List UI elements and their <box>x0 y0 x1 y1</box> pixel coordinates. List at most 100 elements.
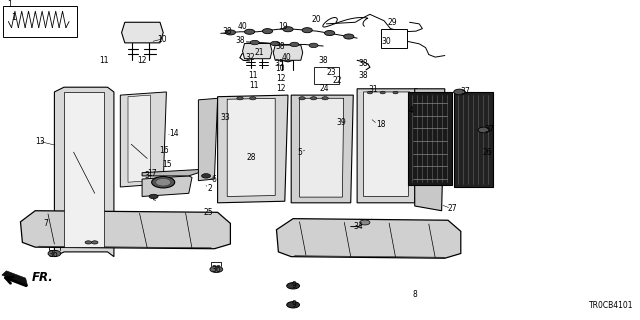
Circle shape <box>149 194 158 199</box>
Text: 11: 11 <box>248 71 258 80</box>
Text: 12: 12 <box>276 74 286 83</box>
Polygon shape <box>120 92 166 187</box>
Polygon shape <box>122 22 163 43</box>
Text: 28: 28 <box>246 153 256 162</box>
Circle shape <box>309 43 318 48</box>
Text: 25: 25 <box>204 208 213 217</box>
Text: 10: 10 <box>157 35 166 44</box>
Text: 6: 6 <box>211 174 216 184</box>
Text: 31: 31 <box>369 85 378 94</box>
Text: 24: 24 <box>320 84 330 93</box>
Circle shape <box>210 266 223 273</box>
Text: 33: 33 <box>221 113 230 122</box>
Text: 14: 14 <box>170 129 179 138</box>
Text: 27: 27 <box>448 204 458 213</box>
Text: TR0CB4101: TR0CB4101 <box>589 301 634 310</box>
Text: 38: 38 <box>358 71 368 80</box>
Circle shape <box>454 89 465 95</box>
Text: 17: 17 <box>147 169 157 178</box>
Polygon shape <box>227 98 275 196</box>
Text: 15: 15 <box>162 160 172 169</box>
Circle shape <box>287 283 300 289</box>
Text: 22: 22 <box>333 76 342 85</box>
Text: 29: 29 <box>388 18 397 27</box>
Polygon shape <box>2 271 28 286</box>
Text: 12: 12 <box>276 84 286 93</box>
Text: 12: 12 <box>138 56 147 65</box>
Circle shape <box>250 40 259 45</box>
Text: 23: 23 <box>326 68 336 77</box>
Text: 11: 11 <box>250 81 259 90</box>
Polygon shape <box>357 89 417 203</box>
Text: 37: 37 <box>461 87 470 96</box>
Circle shape <box>152 177 175 188</box>
Text: 9: 9 <box>291 300 296 309</box>
Polygon shape <box>454 92 493 187</box>
Circle shape <box>156 179 171 186</box>
Circle shape <box>367 91 372 94</box>
Bar <box>3 6 77 36</box>
Text: 4: 4 <box>408 107 413 116</box>
Polygon shape <box>142 170 198 176</box>
Text: 8: 8 <box>413 290 417 299</box>
Circle shape <box>380 91 385 94</box>
Circle shape <box>393 91 398 94</box>
Polygon shape <box>291 95 353 203</box>
Text: 16: 16 <box>159 146 168 155</box>
Circle shape <box>322 97 328 100</box>
Circle shape <box>360 220 370 225</box>
Text: 38: 38 <box>275 43 285 52</box>
Polygon shape <box>408 92 452 185</box>
Text: 37: 37 <box>484 125 494 134</box>
Text: 39: 39 <box>337 118 346 127</box>
Text: 21: 21 <box>255 48 264 57</box>
Text: 36: 36 <box>48 250 58 259</box>
Text: 38: 38 <box>358 59 368 68</box>
Text: 9: 9 <box>292 281 297 290</box>
Polygon shape <box>20 211 230 249</box>
Circle shape <box>225 30 236 35</box>
Circle shape <box>250 97 256 100</box>
Circle shape <box>302 28 312 33</box>
Polygon shape <box>300 98 344 197</box>
Polygon shape <box>128 95 150 182</box>
Polygon shape <box>64 92 104 247</box>
Circle shape <box>271 41 280 46</box>
Text: 11: 11 <box>99 56 109 65</box>
Text: 7: 7 <box>44 219 49 228</box>
Circle shape <box>262 28 273 34</box>
Polygon shape <box>142 176 192 196</box>
Circle shape <box>290 42 299 47</box>
Text: 38: 38 <box>236 36 245 45</box>
Circle shape <box>85 241 92 244</box>
Circle shape <box>344 34 354 39</box>
Text: 2: 2 <box>208 184 212 193</box>
Circle shape <box>299 97 305 100</box>
Polygon shape <box>243 44 272 59</box>
Text: 36: 36 <box>211 266 221 275</box>
Bar <box>314 67 339 84</box>
Circle shape <box>202 174 211 178</box>
Text: 1: 1 <box>8 0 12 9</box>
Polygon shape <box>198 98 218 180</box>
Text: 32: 32 <box>246 52 255 62</box>
Text: 3: 3 <box>144 172 149 180</box>
Bar <box>381 29 407 48</box>
Circle shape <box>48 250 61 257</box>
Text: 38: 38 <box>223 27 232 36</box>
Text: 1: 1 <box>12 13 16 22</box>
Text: 5: 5 <box>298 148 303 156</box>
Text: 26: 26 <box>483 148 492 156</box>
Circle shape <box>324 30 335 36</box>
Text: 19: 19 <box>278 21 288 31</box>
Circle shape <box>287 302 300 308</box>
Text: 34: 34 <box>353 222 363 231</box>
Polygon shape <box>276 219 461 258</box>
Text: 40: 40 <box>282 53 291 62</box>
Circle shape <box>92 241 98 244</box>
Polygon shape <box>54 87 114 257</box>
Text: 18: 18 <box>376 120 386 129</box>
Text: 35: 35 <box>274 59 284 68</box>
Text: 30: 30 <box>381 37 391 46</box>
Circle shape <box>283 27 293 32</box>
